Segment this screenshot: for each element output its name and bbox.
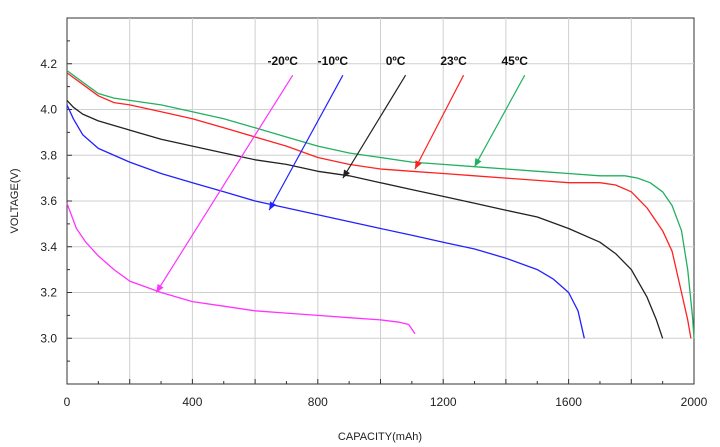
x-tick-label: 800	[308, 395, 328, 409]
x-tick-label: 1600	[555, 395, 582, 409]
y-tick-label: 4.2	[40, 57, 57, 71]
series-arrow-head	[474, 157, 482, 167]
x-axis-title: CAPACITY(mAh)	[338, 431, 422, 443]
series-label: 45ºC	[502, 54, 529, 68]
series-label: 23ºC	[440, 54, 467, 68]
series-arrow-line	[474, 74, 526, 167]
series-line	[66, 203, 416, 335]
series-label: 0ºC	[386, 54, 406, 68]
series-arrow-head	[269, 201, 277, 211]
series-arrow-line	[155, 74, 294, 293]
series-arrow-head	[414, 160, 422, 169]
y-tick-label: 3.2	[40, 286, 57, 300]
y-tick-label: 4.0	[40, 103, 57, 117]
series-line	[66, 99, 664, 339]
x-tick-label: 400	[182, 395, 202, 409]
y-axis: 3.0 3.2 3.4 3.6 3.8 4.0 4.2	[40, 17, 72, 385]
grid	[67, 18, 694, 384]
series-arrow-line	[414, 74, 465, 170]
y-axis-title: VOLTAGE(V)	[9, 169, 21, 234]
series-arrow-head	[342, 169, 351, 179]
y-tick-label: 3.0	[40, 331, 57, 345]
series-label: -20ºC	[268, 54, 299, 68]
series-label: -10ºC	[318, 54, 349, 68]
legend-annotations: -20ºC -10ºC 0ºC 23ºC 45ºC	[155, 54, 529, 293]
series-line	[66, 70, 695, 339]
x-tick-label: 1200	[430, 395, 457, 409]
series-arrow-line	[268, 74, 344, 211]
x-axis: 0 400 800 1200 1600 2000	[64, 379, 708, 409]
series-group	[66, 70, 695, 339]
series-arrow-line	[342, 74, 407, 179]
series-line	[66, 104, 585, 339]
y-tick-label: 3.4	[40, 240, 57, 254]
y-tick-label: 3.8	[40, 148, 57, 162]
series-arrow-head	[156, 283, 164, 293]
x-tick-label: 2000	[681, 395, 708, 409]
x-tick-label: 0	[64, 395, 71, 409]
y-tick-label: 3.6	[40, 194, 57, 208]
series-line	[66, 72, 692, 339]
